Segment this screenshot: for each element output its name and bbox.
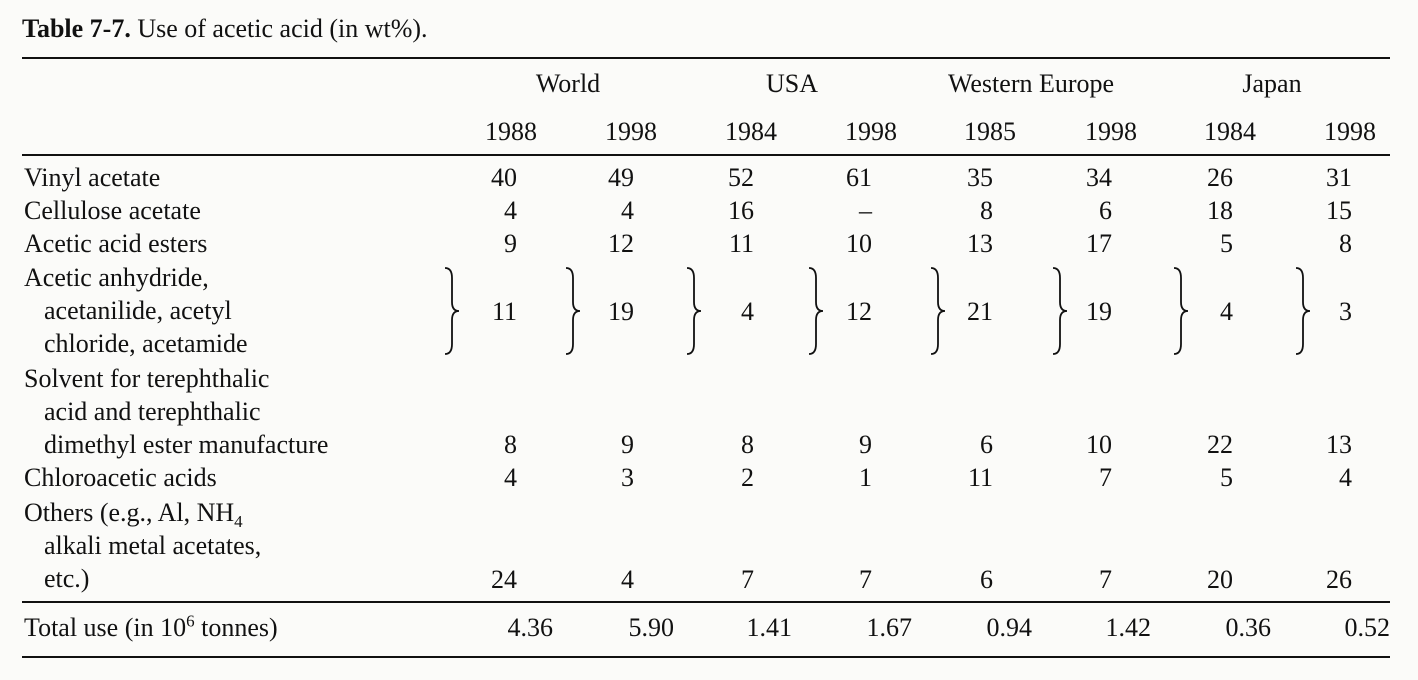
row-label: Others (e.g., Al, NH4 alkali metal aceta… (24, 498, 262, 593)
table-cell: 5 (1220, 463, 1233, 492)
table-cell: 9 (859, 430, 872, 459)
table-cell: 17 (1086, 229, 1112, 258)
table-cell: 4 (621, 196, 634, 225)
table-cell: 52 (728, 163, 754, 192)
brace-icon (444, 267, 460, 355)
brace-icon (565, 267, 581, 355)
table-cell: 7 (1099, 565, 1112, 594)
table-cell: 18 (1207, 196, 1233, 225)
brace-icon (1052, 267, 1068, 355)
year-header: 1998 (845, 117, 897, 146)
total-cell: 5.90 (628, 613, 675, 642)
row-label: Vinyl acetate (24, 163, 161, 192)
brace-icon (1295, 267, 1311, 355)
table-cell: 12 (608, 229, 634, 258)
table-cell: 16 (728, 196, 754, 225)
total-cell: 1.42 (1105, 613, 1152, 642)
table-cell: 21 (967, 297, 993, 326)
brace-icon (686, 267, 702, 355)
table-cell: 8 (980, 196, 993, 225)
table-cell: 11 (967, 463, 993, 492)
total-cell: 1.67 (866, 613, 913, 642)
group-header-world: World (535, 69, 601, 98)
table-cell: 8 (504, 430, 517, 459)
table-cell: 4 (504, 463, 517, 492)
table-cell: 4 (1339, 463, 1352, 492)
brace-icon (930, 267, 946, 355)
bottom-rule (22, 656, 1390, 658)
table-cell: 7 (1099, 463, 1112, 492)
year-header: 1984 (1204, 117, 1256, 146)
table-cell: 2 (741, 463, 754, 492)
table-cell: 20 (1207, 565, 1233, 594)
table-cell: 22 (1207, 430, 1233, 459)
table-cell: 10 (846, 229, 872, 258)
table-cell: 24 (491, 565, 517, 594)
table-cell: 8 (741, 430, 754, 459)
row-label: Acetic acid esters (24, 229, 208, 258)
total-rule (22, 601, 1390, 603)
table-cell: 49 (608, 163, 634, 192)
table-cell: 1 (859, 463, 872, 492)
table-cell: 8 (1339, 229, 1352, 258)
total-cell: 0.52 (1344, 613, 1391, 642)
year-header: 1985 (964, 117, 1016, 146)
year-header: 1998 (1324, 117, 1376, 146)
table-cell: 35 (967, 163, 993, 192)
table-cell: 15 (1326, 196, 1352, 225)
table-cell: 40 (491, 163, 517, 192)
table-cell: 6 (980, 430, 993, 459)
total-cell: 1.41 (746, 613, 793, 642)
table-cell: 34 (1086, 163, 1112, 192)
table-cell: 61 (846, 163, 872, 192)
table-cell: 9 (504, 229, 517, 258)
row-label: Acetic anhydride, acetanilide, acetyl ch… (24, 263, 248, 358)
table-cell: 31 (1326, 163, 1352, 192)
table-cell: 6 (980, 565, 993, 594)
table-cell: 19 (608, 297, 634, 326)
group-header-japan: Japan (1242, 69, 1302, 98)
table-cell: 3 (1339, 297, 1352, 326)
table-cell: 5 (1220, 229, 1233, 258)
total-row-label: Total use (in 106 tonnes) (24, 611, 278, 642)
table-cell: 13 (967, 229, 993, 258)
brace-icon (808, 267, 824, 355)
table-cell: 4 (621, 565, 634, 594)
total-cell: 4.36 (507, 613, 554, 642)
table-cell: 4 (1220, 297, 1233, 326)
table-cell: 7 (859, 565, 872, 594)
table-cell: 13 (1326, 430, 1352, 459)
table-cell: 7 (741, 565, 754, 594)
year-header: 1998 (1085, 117, 1137, 146)
header-rule (22, 154, 1390, 156)
table-cell: 6 (1099, 196, 1112, 225)
table-cell: 26 (1207, 163, 1233, 192)
group-header-usa: USA (765, 69, 819, 98)
table-cell: 12 (846, 297, 872, 326)
group-header-western-europe: Western Europe (947, 69, 1115, 98)
table-cell: 4 (741, 297, 754, 326)
year-header: 1984 (725, 117, 777, 146)
table-cell: – (859, 196, 872, 225)
top-rule (22, 57, 1390, 59)
table-cell: 19 (1086, 297, 1112, 326)
table-cell: 10 (1086, 430, 1112, 459)
table-cell: 3 (621, 463, 634, 492)
brace-icon (1173, 267, 1189, 355)
table-cell: 26 (1326, 565, 1352, 594)
table-cell: 11 (728, 229, 754, 258)
table-cell: 4 (504, 196, 517, 225)
table-cell: 11 (491, 297, 517, 326)
row-label: Solvent for terephthalic acid and tereph… (24, 364, 329, 459)
year-header: 1998 (605, 117, 657, 146)
table-title: Use of acetic acid (in wt%). (130, 14, 428, 43)
table-cell: 9 (621, 430, 634, 459)
year-header: 1988 (485, 117, 537, 146)
table-caption: Table 7-7. Use of acetic acid (in wt%). (22, 14, 428, 44)
total-cell: 0.36 (1225, 613, 1272, 642)
table-number: Table 7-7. (22, 14, 131, 43)
total-cell: 0.94 (986, 613, 1033, 642)
row-label: Cellulose acetate (24, 196, 201, 225)
row-label: Chloroacetic acids (24, 463, 217, 492)
